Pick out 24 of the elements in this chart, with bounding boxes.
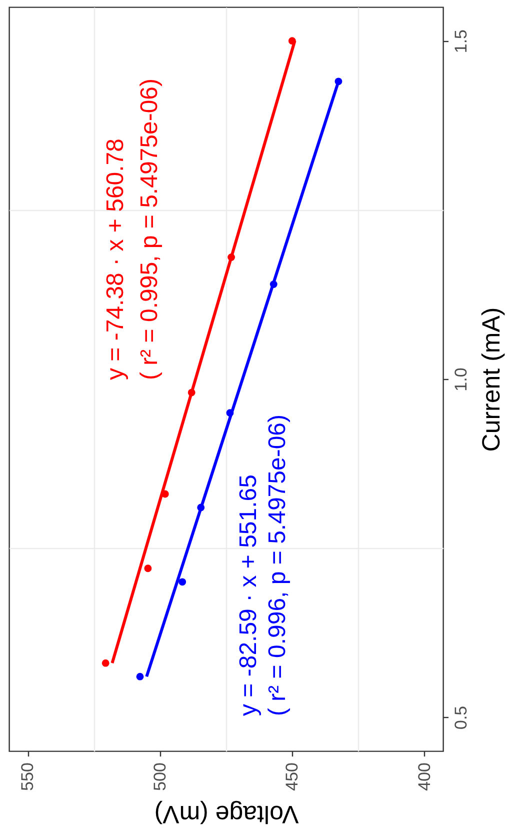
annotation: ( r² = 0.996, p = 5.4975e-06) [264,414,291,716]
x-tick-label: 450 [282,762,302,791]
point [288,37,296,45]
point [188,388,196,396]
point [102,659,110,667]
y-tick-label: 0.5 [452,706,470,730]
point [228,254,235,261]
x-axis-title: Voltage (mV) [154,800,299,828]
y-tick-label: 1.5 [452,30,470,54]
point [136,672,144,680]
annotation: y = -82.59 · x + 551.65 [235,474,262,716]
x-tick-label: 500 [150,762,170,791]
point [334,78,342,86]
point [178,578,186,586]
x-tick-label: 550 [18,762,38,791]
y-tick-label: 1.0 [452,368,470,392]
y-axis-title: Current (mA) [478,307,506,452]
x-tick-label: 400 [414,762,434,791]
point [226,409,234,417]
annotation: y = -74.38 · x + 560.78 [102,138,129,380]
annotation: ( r² = 0.995, p = 5.4975e-06) [136,78,163,380]
point [197,504,205,512]
point [270,280,278,288]
point [144,564,152,572]
